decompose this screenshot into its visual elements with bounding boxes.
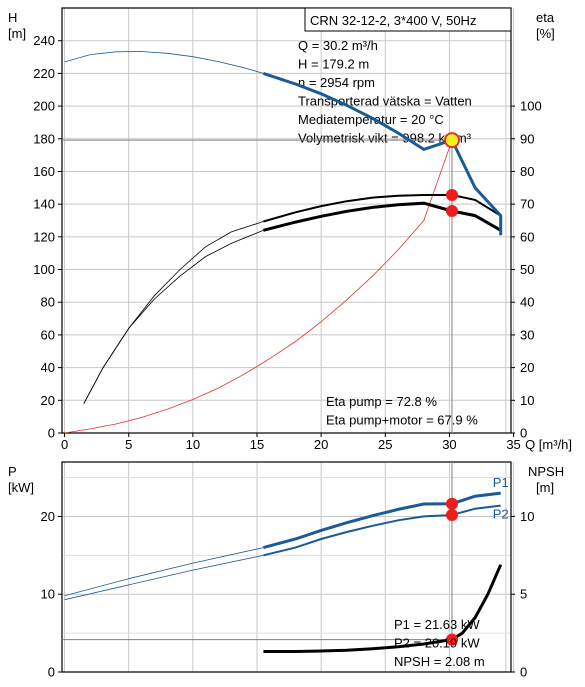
- eta-pump-curve: [263, 194, 502, 223]
- power-axis-label: P: [8, 464, 17, 479]
- eta-pump-point: [445, 189, 458, 201]
- power-info-line: NPSH = 2.08 m: [394, 654, 485, 669]
- eta-info-line: Eta pump+motor = 67.9 %: [326, 413, 478, 428]
- x-axis-label: Q [m³/h]: [525, 437, 572, 452]
- x-axis-tick-label: 5: [125, 437, 132, 452]
- operating-info-line: Mediatemperatur = 20 °C: [298, 112, 444, 127]
- x-axis-tick-label: 20: [314, 437, 328, 452]
- npsh-curve: [263, 564, 503, 653]
- left-axis-tick-label: 120: [33, 229, 55, 244]
- right-axis-tick-label: 30: [520, 327, 534, 342]
- left-axis-tick-label: 80: [41, 295, 55, 310]
- right-axis-tick-label: 60: [520, 229, 534, 244]
- left-axis-label: H: [8, 10, 17, 25]
- p1-series-label: P1: [493, 475, 509, 490]
- p2-series-label: P2: [493, 507, 509, 522]
- right-axis-unit: [%]: [536, 26, 555, 41]
- p1-curve: [263, 491, 501, 550]
- p1-curve-extrapolated: [64, 547, 264, 597]
- eta-pump-curve-extrapolated: [83, 221, 264, 404]
- right-axis-tick-label: 40: [520, 295, 534, 310]
- bottom-plot-frame: [61, 461, 512, 673]
- power-axis-tick-label: 0: [48, 665, 55, 680]
- operating-info-line: Q = 30.2 m³/h: [298, 38, 378, 53]
- power-axis-tick-label: 10: [41, 587, 55, 602]
- right-axis-tick-label: 100: [520, 99, 542, 114]
- left-axis-tick-label: 100: [33, 262, 55, 277]
- power-axis-unit: [kW]: [8, 480, 34, 495]
- power-info-line: P2 = 20.19 kW: [394, 636, 480, 651]
- eta-info-line: Eta pump = 72.8 %: [326, 394, 437, 409]
- eta-total-curve-extrapolated: [83, 229, 264, 404]
- p2-point: [445, 508, 458, 521]
- top-plot-frame: [61, 7, 512, 434]
- operating-info-line: n = 2954 rpm: [298, 75, 375, 90]
- left-axis-tick-label: 140: [33, 197, 55, 212]
- right-axis-tick-label: 0: [520, 426, 527, 441]
- operating-info-line: Transporterad vätska = Vatten: [298, 94, 472, 109]
- left-axis-unit: [m]: [8, 26, 26, 41]
- right-axis-tick-label: 20: [520, 360, 534, 375]
- eta-total-curve: [263, 201, 502, 232]
- right-axis-tick-label: 80: [520, 164, 534, 179]
- left-axis-tick-label: 60: [41, 327, 55, 342]
- duty-point: [443, 132, 460, 149]
- operating-info-line: H = 179.2 m: [298, 57, 369, 72]
- left-axis-tick-label: 160: [33, 164, 55, 179]
- title-box: [304, 7, 512, 32]
- x-axis-tick-label: 30: [442, 437, 456, 452]
- npsh-axis-unit: [m]: [536, 480, 554, 495]
- left-axis-tick-label: 180: [33, 131, 55, 146]
- chart-title: CRN 32-12-2, 3*400 V, 50Hz: [310, 13, 476, 28]
- p1-point: [445, 497, 458, 510]
- power-axis-tick-label: 20: [41, 509, 55, 524]
- power-info-line: P1 = 21.63 kW: [394, 617, 480, 632]
- head-curve: [262, 71, 503, 236]
- x-axis-tick-label: 25: [378, 437, 392, 452]
- eta-total-point: [445, 205, 458, 218]
- npsh-point: [445, 633, 458, 646]
- right-axis-tick-label: 90: [520, 131, 534, 146]
- npsh-axis-label: NPSH: [528, 464, 564, 479]
- x-axis-tick-label: 15: [250, 437, 264, 452]
- x-axis-tick-label: 0: [61, 437, 68, 452]
- left-axis-tick-label: 20: [41, 393, 55, 408]
- right-axis-tick-label: 50: [520, 262, 534, 277]
- npsh-axis-tick-label: 10: [520, 509, 534, 524]
- right-axis-label: eta: [536, 10, 555, 25]
- x-axis-tick-label: 35: [506, 437, 520, 452]
- x-axis-tick-label: 10: [186, 437, 200, 452]
- left-axis-tick-label: 200: [33, 99, 55, 114]
- left-axis-tick-label: 0: [48, 426, 55, 441]
- p2-curve: [263, 504, 501, 557]
- left-axis-tick-label: 220: [33, 66, 55, 81]
- system-curve: [64, 139, 453, 434]
- right-axis-tick-label: 10: [520, 393, 534, 408]
- npsh-axis-tick-label: 5: [520, 587, 527, 602]
- left-axis-tick-label: 240: [33, 33, 55, 48]
- p2-curve-extrapolated: [64, 554, 264, 601]
- head-curve-extrapolated: [64, 51, 264, 74]
- left-axis-tick-label: 40: [41, 360, 55, 375]
- right-axis-tick-label: 70: [520, 197, 534, 212]
- npsh-axis-tick-label: 0: [520, 665, 527, 680]
- operating-info-line: Volymetrisk vikt = 998.2 kg/m³: [298, 131, 472, 146]
